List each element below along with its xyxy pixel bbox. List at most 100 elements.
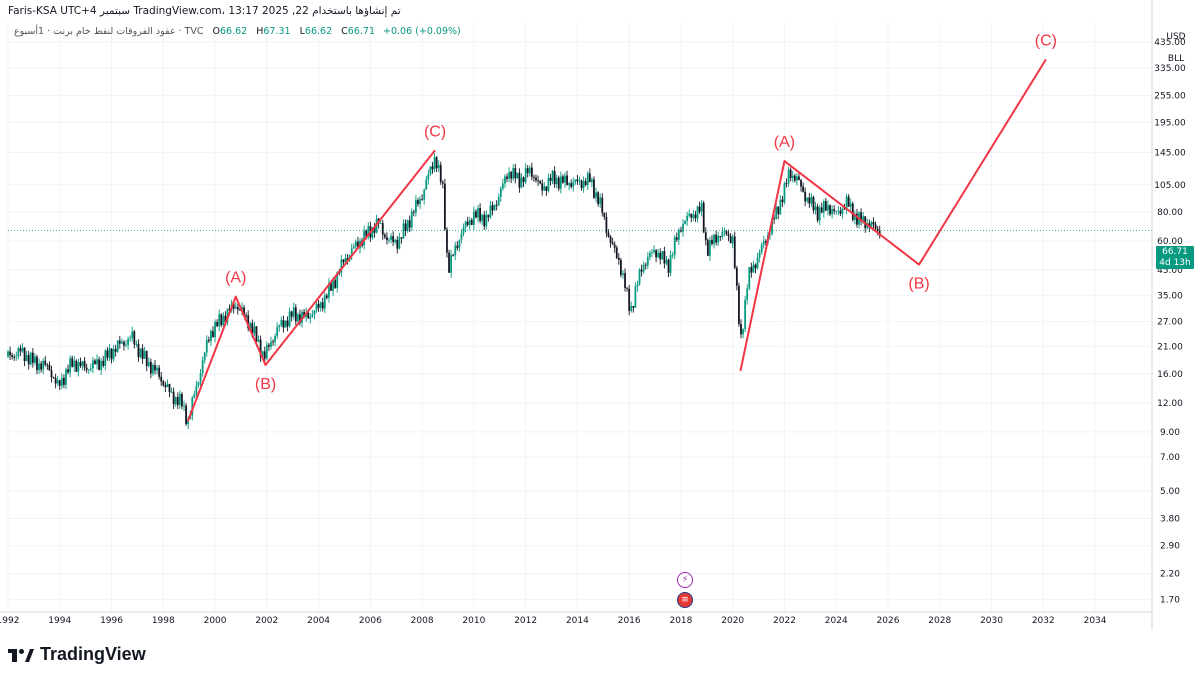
candle-body [557, 177, 560, 189]
candle-body [686, 215, 689, 221]
candle-body [280, 320, 283, 326]
candle-body [783, 183, 786, 203]
candle-body [657, 252, 660, 258]
candle-body [334, 280, 337, 288]
time-axis[interactable]: 1992 1994 1996 1998 2000 2002 2004 2006 2008 2010… [0, 616, 1107, 626]
last-price-tag: 66.71 4d 13h [1156, 246, 1194, 269]
candle-body [63, 377, 65, 385]
lightning-event-icon[interactable]: ⚡ [677, 572, 693, 588]
candle-body [328, 282, 330, 298]
candle-body [176, 397, 179, 406]
candle-body [288, 311, 291, 327]
candle-body [853, 213, 856, 220]
candle-body [733, 236, 736, 268]
candle-body [371, 227, 374, 238]
candle-body [524, 168, 527, 183]
time-tick-label: 2008 [411, 616, 434, 626]
symbol-description[interactable]: عقود الفروقات لنفط خام برنت · 1أسبوع · T… [14, 26, 204, 37]
us-flag-event-icon[interactable]: ≡ [677, 592, 693, 608]
candle-body [671, 254, 674, 256]
wave-paths [186, 58, 1047, 422]
candle-body [116, 340, 119, 352]
candle-body [27, 355, 30, 365]
candle-body [118, 340, 121, 344]
wave-label: (A) [225, 270, 246, 287]
candle-body [193, 394, 196, 398]
candle-body [630, 306, 633, 311]
open-value: 66.62 [220, 26, 248, 37]
candle-body [553, 170, 556, 185]
ohlc-legend[interactable]: عقود الفروقات لنفط خام برنت · 1أسبوع · T… [14, 26, 461, 37]
candle-body [251, 323, 254, 334]
candle-body [106, 350, 109, 358]
candle-body [340, 259, 343, 273]
candle-body [789, 169, 792, 179]
candle-body [309, 316, 312, 319]
price-tick-label: 3.80 [1160, 515, 1180, 525]
high-value: 67.31 [263, 26, 291, 37]
candle-body [210, 331, 212, 342]
candle-body [613, 244, 616, 248]
candle-body [468, 220, 471, 225]
candle-body [702, 202, 705, 233]
candle-body [232, 303, 235, 309]
candle-body [810, 196, 813, 204]
candle-body [317, 303, 320, 308]
unit-label[interactable]: BLL [1167, 54, 1185, 64]
candle-body [234, 306, 237, 309]
candle-body [38, 363, 40, 371]
candle-body [152, 364, 154, 374]
candle-body [286, 320, 289, 327]
candle-body [212, 331, 214, 338]
candle-body [562, 176, 564, 183]
candle-body [495, 204, 498, 206]
candle-body [402, 223, 405, 239]
candle-body [526, 168, 529, 174]
time-tick-label: 2022 [773, 616, 796, 626]
wave-label: (A) [774, 134, 795, 151]
candle-body [824, 201, 827, 211]
candle-body [435, 157, 438, 169]
candle-body [640, 269, 643, 272]
candle-body [187, 419, 190, 425]
currency-label[interactable]: USD [1166, 32, 1186, 42]
candle-body [243, 307, 245, 316]
candle-body [667, 259, 670, 273]
time-tick-label: 2016 [618, 616, 641, 626]
grid-lines [7, 22, 1152, 612]
candle-body [162, 381, 165, 386]
tradingview-logo: TradingView [8, 644, 146, 665]
price-axis[interactable]: 1.70 2.20 2.90 3.80 5.00 7.00 9.00 12.00 16.00 21… [1154, 38, 1186, 606]
price-tick-label: 105.00 [1154, 181, 1186, 191]
candle-body [158, 367, 161, 377]
candle-body [704, 232, 707, 241]
low-value: 66.62 [304, 26, 333, 37]
candle-body [96, 359, 98, 365]
candle-body [123, 341, 125, 346]
price-tick-label: 255.00 [1154, 92, 1186, 102]
candle-body [615, 247, 618, 258]
candle-body [626, 287, 629, 289]
author: Faris-KSA [8, 5, 57, 17]
candle-body [137, 343, 140, 358]
candle-body [723, 231, 726, 233]
candle-body [415, 200, 417, 213]
candle-body [104, 350, 107, 366]
candle-body [296, 314, 299, 322]
candle-body [711, 239, 713, 244]
wave-label: (C) [1035, 33, 1057, 50]
candle-body [466, 221, 469, 225]
candle-body [771, 218, 773, 235]
candle-body [321, 302, 324, 309]
candle-body [154, 364, 156, 371]
brand-name: TradingView [40, 644, 146, 664]
candle-body [682, 224, 684, 232]
price-tick-label: 2.20 [1160, 569, 1180, 579]
candle-body [170, 391, 173, 393]
wave-label: (B) [908, 276, 929, 293]
candle-body [261, 351, 264, 357]
candle-body [446, 229, 448, 253]
candle-body [791, 175, 794, 179]
axis-header[interactable]: USD BLL [1156, 26, 1196, 70]
